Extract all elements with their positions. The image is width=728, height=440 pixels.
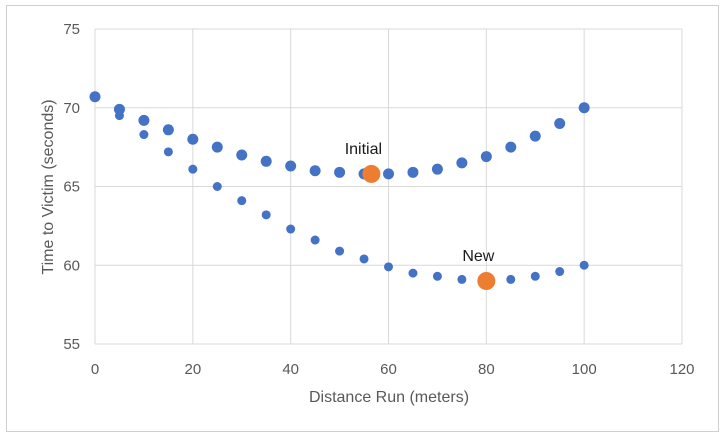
data-point	[579, 260, 589, 270]
x-tick-label: 100	[572, 361, 597, 378]
data-point	[506, 274, 516, 284]
data-point	[554, 118, 566, 129]
data-point	[407, 166, 419, 178]
y-tick-label: 65	[63, 179, 80, 196]
data-point	[309, 165, 321, 177]
data-point	[431, 163, 443, 175]
data-point	[310, 235, 320, 245]
highlight-points: Initial New	[345, 141, 496, 290]
data-point	[432, 271, 442, 281]
x-tick-label: 20	[184, 361, 201, 378]
data-point	[505, 141, 517, 153]
y-axis-title: Time to Victim (seconds)	[40, 99, 57, 274]
data-point	[457, 274, 467, 284]
data-point	[163, 147, 173, 157]
data-point	[578, 102, 590, 114]
data-point	[211, 141, 223, 153]
highlight-label: New	[462, 248, 494, 265]
data-point	[138, 114, 150, 126]
data-point	[335, 246, 345, 256]
data-point	[187, 133, 199, 145]
data-point	[162, 124, 174, 136]
data-point	[408, 268, 418, 278]
data-point	[529, 130, 541, 142]
data-point	[236, 149, 248, 161]
data-point	[530, 271, 540, 281]
tick-labels: 0 20 40 60 80 100 120 55 60 65 70 75	[63, 21, 694, 378]
data-point	[384, 262, 393, 272]
x-tick-label: 120	[669, 361, 694, 378]
y-tick-label: 60	[63, 257, 80, 274]
data-point	[139, 130, 149, 140]
gridlines	[94, 28, 683, 345]
x-tick-label: 60	[380, 361, 397, 378]
y-tick-label: 55	[63, 336, 80, 353]
y-tick-label: 75	[63, 21, 80, 38]
highlight-point	[477, 272, 496, 290]
x-axis-title: Distance Run (meters)	[309, 389, 469, 406]
data-point	[260, 155, 272, 167]
data-point	[480, 151, 492, 163]
data-point	[212, 182, 222, 191]
data-point	[286, 224, 296, 234]
highlight-point	[362, 164, 381, 183]
x-tick-label: 40	[282, 361, 299, 378]
chart-frame	[6, 5, 719, 432]
data-point	[237, 196, 247, 206]
y-tick-label: 70	[63, 100, 80, 117]
data-point	[334, 166, 346, 178]
highlight-label: Initial	[345, 141, 382, 158]
data-points	[89, 91, 590, 286]
data-point	[383, 168, 394, 180]
data-point	[188, 164, 198, 174]
x-tick-label: 0	[91, 361, 99, 378]
data-point	[456, 157, 468, 169]
x-tick-label: 80	[478, 361, 495, 378]
data-point	[555, 267, 565, 277]
data-point	[89, 91, 101, 103]
data-point	[261, 210, 271, 220]
data-point	[359, 254, 369, 264]
data-point	[114, 111, 124, 121]
data-point	[285, 160, 297, 172]
